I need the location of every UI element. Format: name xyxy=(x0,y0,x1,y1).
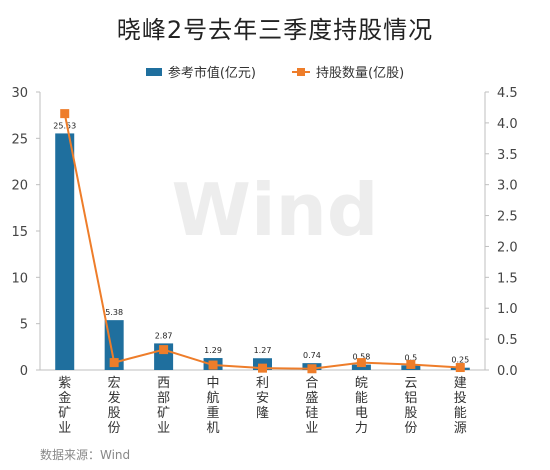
x-tick-label: 皖能电力 xyxy=(355,376,368,436)
bar xyxy=(351,364,371,370)
line-point xyxy=(60,109,70,119)
legend-label-share-count: 持股数量(亿股) xyxy=(316,66,405,81)
watermark: Wind xyxy=(172,168,379,252)
bar xyxy=(55,133,75,370)
legend-item-market-value: 参考市值(亿元) xyxy=(145,62,256,81)
y-right-tick-label: 3.0 xyxy=(497,179,518,194)
y-right-tick-label: 1.0 xyxy=(497,302,518,317)
line-point xyxy=(356,358,366,368)
y-right-tick-label: 3.5 xyxy=(497,148,518,163)
y-left-tick-label: 20 xyxy=(11,179,28,194)
line-point xyxy=(307,364,317,374)
legend-swatch-bar xyxy=(145,67,162,76)
bar-value-label: 25.53 xyxy=(53,121,76,130)
y-left-tick-label: 5 xyxy=(20,318,28,333)
line-point xyxy=(258,363,267,373)
bar-value-label: 0.5 xyxy=(404,353,417,362)
y-left-tick-label: 30 xyxy=(11,86,28,101)
x-tick-label: 宏发股份 xyxy=(108,376,121,436)
line-point xyxy=(208,360,218,370)
x-tick-label: 中航重机 xyxy=(207,376,220,436)
y-left-tick-label: 0 xyxy=(20,364,28,379)
x-tick-label: 利安隆 xyxy=(256,376,269,421)
y-right-tick-label: 2.5 xyxy=(497,210,518,225)
y-right-tick-label: 2.0 xyxy=(497,240,518,255)
x-tick-label: 紫金矿业 xyxy=(58,376,71,436)
y-right-tick-label: 4.0 xyxy=(497,117,518,132)
line-point xyxy=(455,363,465,373)
y-right-tick-label: 0.5 xyxy=(497,333,518,348)
x-tick-label: 建投能源 xyxy=(454,376,467,436)
source-note: 数据来源：Wind xyxy=(40,448,131,462)
y-left-tick-label: 10 xyxy=(11,271,28,286)
legend-label-market-value: 参考市值(亿元) xyxy=(167,66,256,81)
bar-value-label: 1.29 xyxy=(204,346,222,355)
x-tick-label: 合盛硅业 xyxy=(305,376,318,436)
legend-swatch-line xyxy=(292,67,310,77)
legend-item-share-count: 持股数量(亿股) xyxy=(292,62,404,81)
legend: 参考市值(亿元) 持股数量(亿股) xyxy=(0,62,550,81)
y-left-tick-label: 15 xyxy=(11,225,28,240)
bar-value-label: 0.25 xyxy=(451,356,469,365)
line-point xyxy=(109,358,119,368)
chart-title: 晓峰2号去年三季度持股情况 xyxy=(116,16,434,44)
bar-value-label: 0.58 xyxy=(352,353,370,362)
y-right-tick-label: 0.0 xyxy=(497,364,518,379)
x-tick-label: 云铝股份 xyxy=(404,376,417,436)
line-point xyxy=(159,345,169,355)
bar xyxy=(104,320,124,370)
bar-value-label: 1.27 xyxy=(254,346,272,355)
y-right-tick-label: 4.5 xyxy=(497,86,518,101)
y-left-tick-label: 25 xyxy=(11,132,28,147)
x-tick-label: 西部矿业 xyxy=(157,376,170,436)
y-right-tick-label: 1.5 xyxy=(497,271,518,286)
bar-value-label: 2.87 xyxy=(155,331,173,340)
bar-value-label: 0.74 xyxy=(303,351,321,360)
line-point xyxy=(406,359,416,369)
bar-value-label: 5.38 xyxy=(105,308,123,317)
